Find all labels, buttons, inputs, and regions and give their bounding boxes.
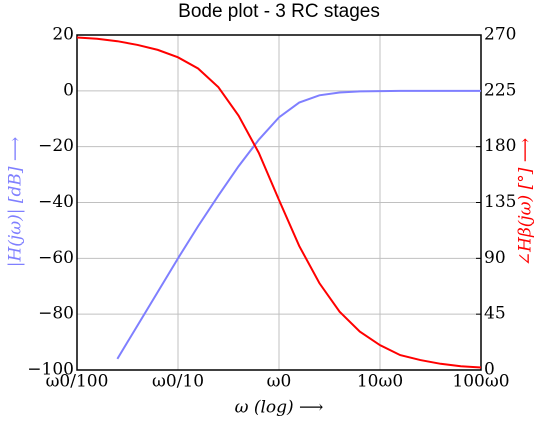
x-tick-label: 100ω0 — [452, 372, 509, 392]
x-axis-label: ω (log) ⟶ — [235, 398, 324, 418]
y2-axis-label: ∠Hβ(jω) [°] ⟶ — [516, 138, 536, 266]
y2-tick-label: 225 — [484, 80, 516, 100]
y2-tick-label: 45 — [484, 304, 506, 324]
y-tick-label: 20 — [52, 25, 74, 45]
y-tick-label: −80 — [38, 304, 74, 324]
y2-tick-label: 180 — [484, 136, 516, 156]
x-tick-label: ω0/10 — [152, 372, 204, 392]
y2-tick-label: 270 — [484, 25, 516, 45]
series-line — [116, 89, 481, 360]
x-tick-label: 10ω0 — [357, 372, 403, 392]
y-tick-label: −40 — [38, 192, 74, 212]
x-tick-label: ω0 — [267, 372, 292, 392]
y-tick-label: −100 — [27, 360, 74, 380]
series-line — [77, 36, 481, 369]
y2-tick-label: 90 — [484, 248, 506, 268]
y-axis-label: |H(jω)| [dB] ⟶ — [6, 137, 26, 268]
y2-tick-label: 135 — [484, 192, 516, 212]
plot-frame — [76, 34, 482, 371]
y-tick-label: −20 — [38, 136, 74, 156]
chart-title: Bode plot - 3 RC stages — [178, 1, 380, 22]
y-tick-label: −60 — [38, 248, 74, 268]
y2-tick-label: 0 — [484, 360, 495, 380]
y-tick-label: 0 — [63, 80, 74, 100]
x-tick-label: ω0/100 — [46, 372, 109, 392]
